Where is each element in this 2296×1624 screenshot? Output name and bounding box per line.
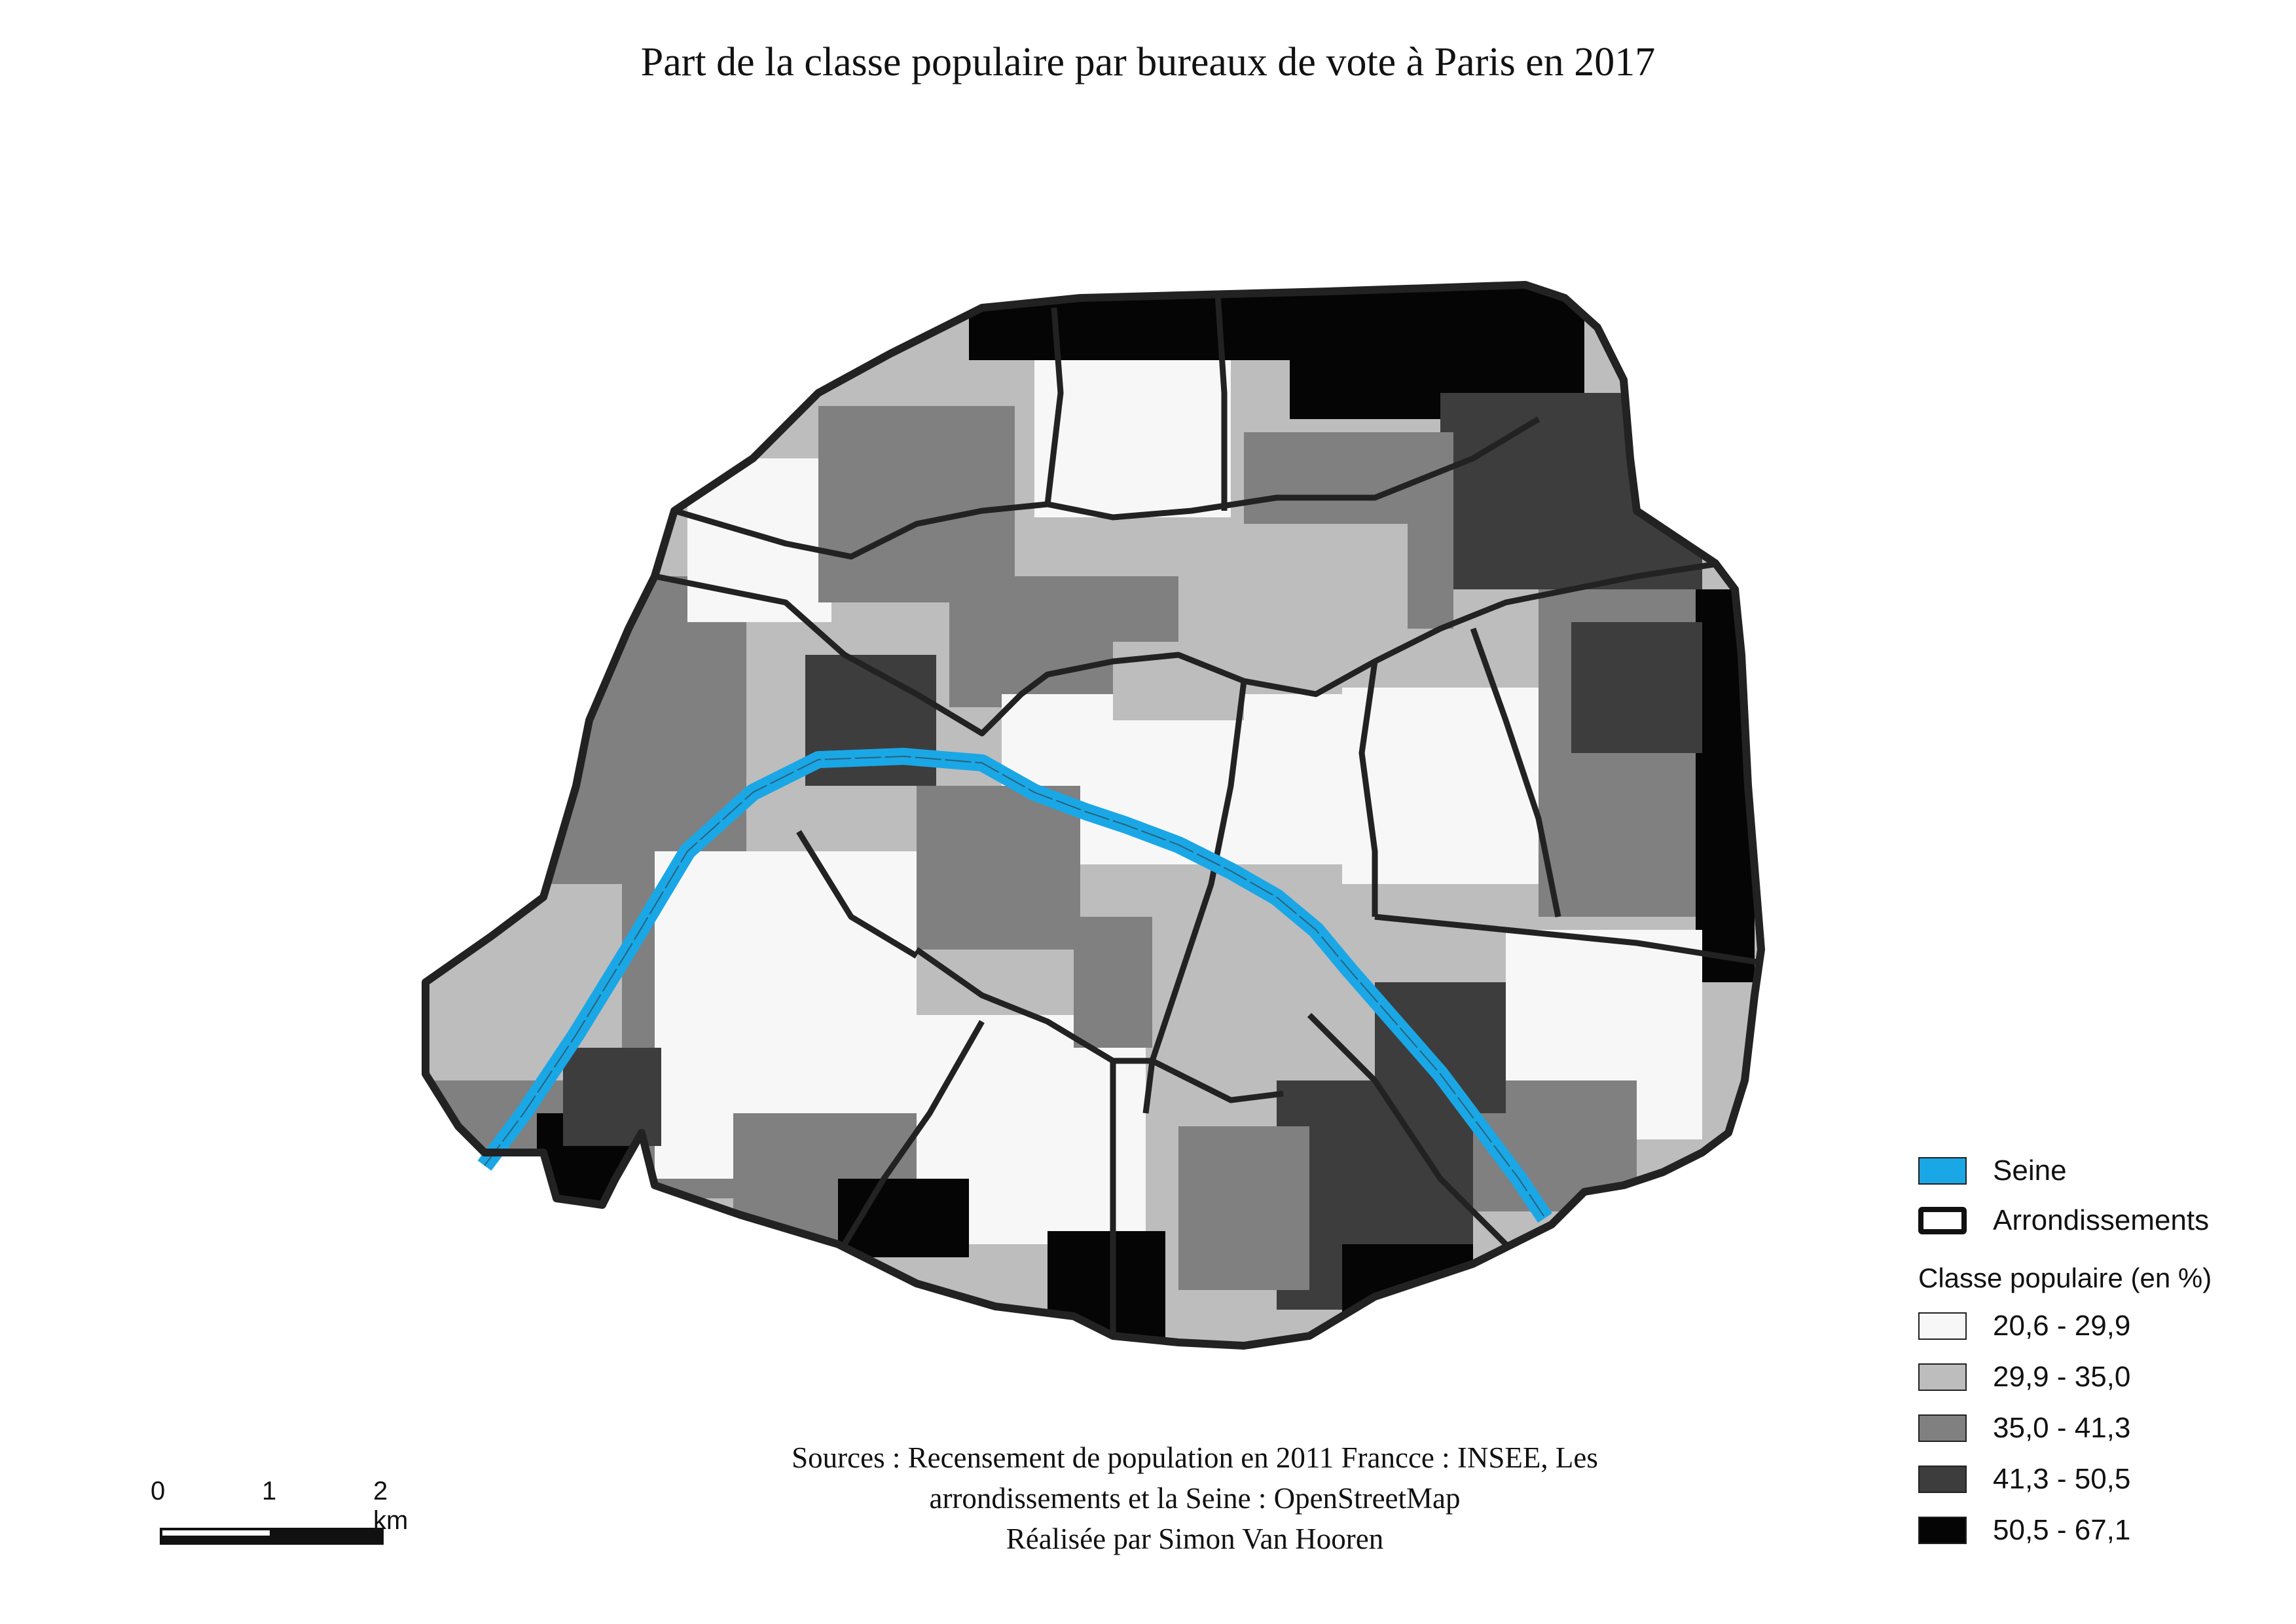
scale-bar: 0 1 2 km <box>151 1477 426 1568</box>
legend-class-label: 29,9 - 35,0 <box>1993 1361 2131 1393</box>
scale-tick-0: 0 <box>151 1477 166 1505</box>
arr-boundary <box>673 416 1540 560</box>
legend-class-item: 35,0 - 41,3 <box>1918 1403 2285 1454</box>
scale-tick-1: 1 <box>262 1477 277 1505</box>
legend-class-swatch <box>1918 1466 1967 1493</box>
arr-boundary <box>1044 307 1064 505</box>
legend-river: Seine <box>1918 1146 2285 1196</box>
legend-class-swatch <box>1918 1414 1967 1442</box>
sources-line: Sources : Recensement de population en 2… <box>792 1441 1598 1474</box>
legend-class-label: 41,3 - 50,5 <box>1993 1463 2131 1495</box>
arr-boundary <box>1374 913 1761 966</box>
district-13-grey <box>1178 1126 1309 1290</box>
legend-arrondissements: Arrondissements <box>1918 1196 2285 1246</box>
legend-classes-title: Classe populaire (en %) <box>1918 1263 2212 1293</box>
scale-tick-2: 2 km <box>373 1477 409 1535</box>
legend-class-label: 50,5 - 67,1 <box>1993 1514 2131 1546</box>
arr-boundary <box>842 1020 985 1246</box>
district-17-grey <box>818 406 1015 602</box>
scale-segment-dark-2 <box>272 1528 384 1545</box>
legend-river-label: Seine <box>1993 1154 2067 1187</box>
legend-class-item: 50,5 - 67,1 <box>1918 1505 2285 1556</box>
district-5-dark <box>1074 917 1152 1048</box>
arr-boundary <box>654 560 1722 737</box>
paris-outline <box>422 281 1765 1350</box>
arr-boundary <box>1307 1012 1508 1247</box>
arr-boundary <box>1214 294 1228 511</box>
district-north-east-dark <box>1440 393 1702 589</box>
legend-class-item: 29,9 - 35,0 <box>1918 1352 2285 1403</box>
credit-line: Réalisée par Simon Van Hooren <box>1006 1522 1384 1555</box>
district-14-black <box>1048 1231 1165 1342</box>
district-6-grey <box>917 786 1080 950</box>
legend-class-swatch <box>1918 1312 1967 1340</box>
legend-class-swatch <box>1918 1363 1967 1391</box>
legend-arrondissements-label: Arrondissements <box>1993 1204 2210 1236</box>
scale-segment-light <box>162 1530 270 1536</box>
district-11-white <box>1342 688 1571 884</box>
legend-class-item: 20,6 - 29,9 <box>1918 1301 2285 1352</box>
arr-boundary <box>1470 627 1561 917</box>
arr-boundary <box>796 830 919 959</box>
legend-class-item: 41,3 - 50,5 <box>1918 1454 2285 1505</box>
legend-class-label: 20,6 - 29,9 <box>1993 1310 2131 1342</box>
arr-boundary <box>1142 680 1247 1114</box>
district-15-dark-south <box>563 1048 661 1146</box>
arrondissement-boundaries <box>654 294 1761 1336</box>
sources-text: Sources : Recensement de population en 2… <box>589 1437 1800 1559</box>
legend-arrondissements-swatch <box>1918 1207 1967 1234</box>
seine-river-outline <box>484 755 1546 1219</box>
district-20-dark <box>1571 622 1702 753</box>
legend-river-swatch <box>1918 1157 1967 1185</box>
district-18-white <box>1034 347 1231 517</box>
map-title: Part de la classe populaire par bureaux … <box>640 40 1656 84</box>
arr-boundary <box>1358 661 1378 917</box>
sources-line: arrondissements et la Seine : OpenStreet… <box>929 1482 1461 1515</box>
legend-class-swatch <box>1918 1517 1967 1544</box>
legend: Seine Arrondissements Classe populaire (… <box>1918 1146 2285 1556</box>
legend-class-label: 35,0 - 41,3 <box>1993 1412 2131 1444</box>
